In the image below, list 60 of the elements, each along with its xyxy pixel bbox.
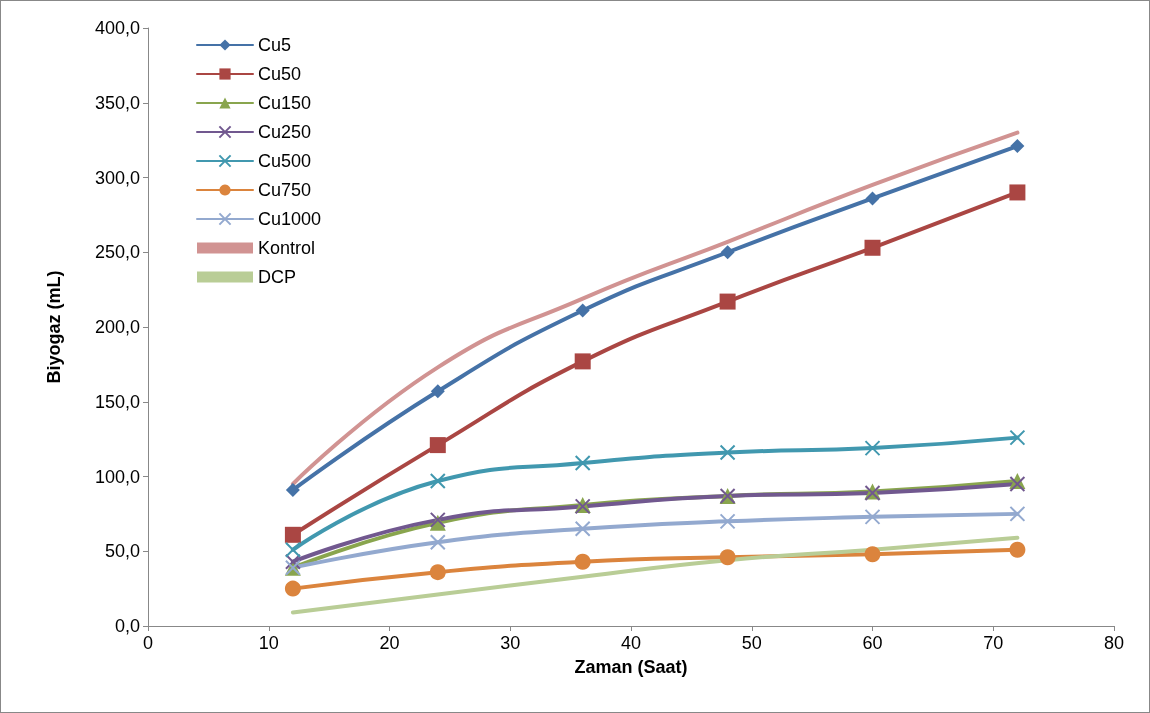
point xyxy=(430,384,445,399)
legend-label: Kontrol xyxy=(258,238,316,258)
legend-label: Cu750 xyxy=(258,180,312,200)
point xyxy=(1009,429,1026,446)
y-tick-label: 150,0 xyxy=(94,391,140,412)
point xyxy=(864,239,881,256)
point xyxy=(1010,139,1025,154)
y-tick-label: 250,0 xyxy=(94,242,140,263)
point xyxy=(574,353,591,370)
y-tick-label: 200,0 xyxy=(94,317,140,337)
legend-label: Cu50 xyxy=(258,64,302,84)
point xyxy=(429,534,446,551)
legend-label: Cu250 xyxy=(258,122,312,142)
x-tick-label: 10 xyxy=(258,633,279,653)
point xyxy=(284,553,301,570)
x-tick-label: 30 xyxy=(500,633,521,653)
x-tick-label: 50 xyxy=(741,633,762,653)
point xyxy=(1009,541,1026,558)
x-tick-label: 60 xyxy=(862,633,883,653)
y-tick-label: 0,0 xyxy=(114,616,140,636)
x-tick-label: 40 xyxy=(620,633,642,653)
y-tick-label: 300,0 xyxy=(94,167,140,188)
line-series xyxy=(290,535,1020,615)
y-tick-label: 350,0 xyxy=(94,92,140,113)
point xyxy=(429,472,446,489)
x-axis-title: Zaman (Saat) xyxy=(574,657,688,677)
x-tick-label: 80 xyxy=(1103,633,1125,653)
point xyxy=(574,455,591,472)
y-tick-label: 50,0 xyxy=(104,541,140,562)
legend-label: Cu5 xyxy=(258,35,292,55)
point xyxy=(864,508,881,525)
x-tick-label: 20 xyxy=(379,633,400,653)
legend-label: Cu150 xyxy=(258,93,312,113)
legend-label: Cu500 xyxy=(258,151,312,171)
point xyxy=(865,191,880,206)
y-axis-title: Biyogaz (mL) xyxy=(44,270,64,384)
point xyxy=(285,482,300,497)
y-tick-label: 100,0 xyxy=(94,466,140,487)
point xyxy=(429,564,446,581)
point xyxy=(719,549,736,566)
point xyxy=(575,303,590,318)
point xyxy=(1009,184,1026,201)
point xyxy=(284,526,301,543)
point xyxy=(429,437,446,454)
point xyxy=(864,440,881,457)
point xyxy=(1009,505,1026,522)
point xyxy=(864,546,881,563)
point xyxy=(574,520,591,537)
point xyxy=(574,553,591,570)
x-tick-label: 70 xyxy=(983,633,1004,653)
y-tick-label: 400,0 xyxy=(94,18,140,38)
x-tick-label: 0 xyxy=(142,633,154,653)
point xyxy=(719,293,736,310)
point xyxy=(284,580,301,597)
legend-label: Cu1000 xyxy=(258,209,322,229)
point xyxy=(720,245,735,260)
legend-label: DCP xyxy=(258,267,297,287)
point xyxy=(719,513,736,530)
point xyxy=(719,444,736,461)
point xyxy=(284,541,301,558)
